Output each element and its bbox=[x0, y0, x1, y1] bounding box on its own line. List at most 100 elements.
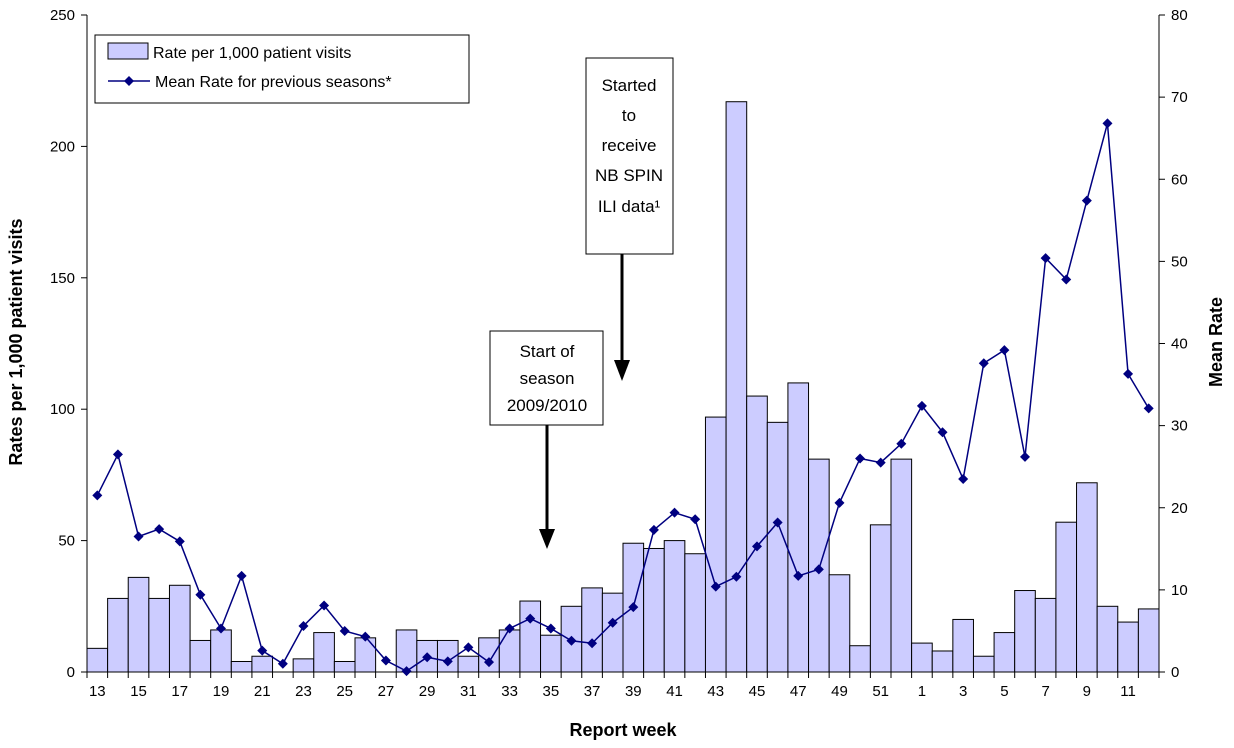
x-tick-label: 1 bbox=[918, 683, 926, 700]
y2-tick-label: 40 bbox=[1171, 336, 1188, 353]
legend-box bbox=[94, 34, 470, 104]
x-tick-label: 39 bbox=[625, 683, 642, 700]
mean-rate-point-week-9 bbox=[1081, 195, 1092, 206]
mean-rate-point-week-2 bbox=[937, 427, 948, 438]
mean-rate-point-week-3 bbox=[958, 474, 969, 485]
mean-rate-point-week-45 bbox=[752, 541, 762, 552]
x-tick-label: 19 bbox=[213, 683, 230, 700]
legend-bar-label: Rate per 1,000 patient visits bbox=[153, 45, 351, 62]
y-tick-label: 0 bbox=[67, 664, 75, 681]
mean-rate-point-week-49 bbox=[834, 497, 845, 508]
x-axis-title: Report week bbox=[569, 720, 677, 740]
x-tick-label: 15 bbox=[130, 683, 147, 700]
mean-rate-point-week-40 bbox=[648, 524, 659, 535]
mean-rate-point-week-26 bbox=[360, 631, 371, 642]
mean-rate-point-week-20 bbox=[236, 570, 247, 581]
x-tick-label: 3 bbox=[959, 683, 967, 700]
bar-week-50 bbox=[849, 645, 871, 673]
mean-rate-point-week-28 bbox=[401, 666, 412, 677]
bar-week-9 bbox=[1076, 482, 1098, 673]
mean-rate-point-week-1 bbox=[916, 400, 927, 411]
mean-rate-point-week-5 bbox=[999, 345, 1010, 356]
y2-tick-label: 50 bbox=[1171, 253, 1188, 270]
bar-week-26 bbox=[354, 637, 377, 673]
bar-week-18 bbox=[189, 639, 212, 673]
mean-rate-point-week-8 bbox=[1061, 274, 1072, 285]
bar-week-38 bbox=[601, 592, 624, 673]
y-tick-label: 150 bbox=[50, 270, 75, 287]
annotation-spin-data-line-3: receive bbox=[602, 136, 657, 155]
mean-rate-point-week-24 bbox=[319, 600, 330, 611]
legend: Rate per 1,000 patient visits Mean Rate … bbox=[94, 34, 470, 104]
x-tick-label: 11 bbox=[1120, 683, 1136, 700]
y2-tick-label: 70 bbox=[1171, 89, 1188, 106]
x-tick-label: 13 bbox=[89, 683, 106, 700]
mean-rate-point-week-15 bbox=[133, 531, 144, 542]
bar-week-51 bbox=[869, 524, 892, 673]
x-tick-label: 31 bbox=[460, 683, 477, 700]
bar-week-41 bbox=[663, 540, 686, 673]
mean-rate-point-week-22 bbox=[277, 658, 288, 669]
bar-week-17 bbox=[168, 584, 191, 673]
mean-rate-point-week-4 bbox=[978, 358, 989, 369]
bar-week-44 bbox=[725, 101, 748, 673]
bar-week-33 bbox=[498, 629, 521, 673]
bar-week-10 bbox=[1096, 605, 1119, 673]
y2-tick-label: 80 bbox=[1171, 7, 1188, 24]
mean-rate-point-week-42 bbox=[690, 514, 701, 525]
y-tick-label: 50 bbox=[58, 533, 75, 550]
mean-rate-point-week-41 bbox=[669, 507, 680, 518]
legend-line-label: Mean Rate for previous seasons* bbox=[155, 74, 392, 91]
mean-rate-point-week-17 bbox=[174, 536, 185, 547]
bar-week-6 bbox=[1014, 590, 1036, 673]
y2-axis-title: Mean Rate bbox=[1206, 297, 1226, 387]
bar-week-49 bbox=[828, 574, 851, 673]
mean-rate-point-week-16 bbox=[154, 524, 165, 535]
mean-rate-point-week-23 bbox=[298, 621, 309, 632]
annotation-season-start-line-3: 2009/2010 bbox=[507, 396, 587, 415]
bar-week-34 bbox=[519, 600, 542, 673]
annotation-season-start-arrow-head-icon bbox=[539, 529, 555, 549]
bar-week-46 bbox=[766, 421, 789, 673]
x-tick-label: 41 bbox=[666, 683, 683, 700]
bar-week-20 bbox=[230, 660, 253, 673]
line-layer bbox=[92, 118, 1154, 677]
mean-rate-point-week-25 bbox=[339, 625, 350, 636]
bar-week-31 bbox=[457, 655, 480, 673]
bar-week-2 bbox=[931, 650, 954, 673]
bar-week-19 bbox=[210, 629, 232, 673]
y2-tick-label: 60 bbox=[1171, 171, 1188, 188]
y2-tick-label: 10 bbox=[1171, 582, 1188, 599]
x-tick-label: 21 bbox=[254, 683, 271, 700]
mean-rate-point-week-21 bbox=[257, 645, 268, 656]
x-tick-label: 29 bbox=[419, 683, 436, 700]
y2-tick-label: 20 bbox=[1171, 500, 1188, 517]
mean-rate-point-week-35 bbox=[545, 623, 556, 634]
bar-week-3 bbox=[952, 618, 974, 673]
mean-rate-point-week-33 bbox=[504, 623, 515, 634]
bar-week-13 bbox=[86, 647, 109, 673]
bar-week-52 bbox=[890, 458, 913, 673]
y2-tick-label: 0 bbox=[1171, 664, 1179, 681]
y-axis-title: Rates per 1,000 patient visits bbox=[6, 218, 26, 465]
mean-rate-point-week-32 bbox=[484, 657, 494, 668]
mean-rate-point-week-38 bbox=[607, 617, 618, 628]
x-tick-label: 27 bbox=[378, 683, 395, 700]
y-tick-label: 200 bbox=[50, 138, 75, 155]
mean-rate-point-week-51 bbox=[875, 457, 886, 468]
x-tick-label: 33 bbox=[501, 683, 518, 700]
x-tick-label: 17 bbox=[171, 683, 188, 700]
mean-rate-point-week-46 bbox=[772, 517, 783, 528]
mean-rate-point-week-37 bbox=[587, 638, 598, 649]
mean-rate-point-week-44 bbox=[731, 571, 742, 582]
x-tick-label: 35 bbox=[543, 683, 560, 700]
x-tick-label: 47 bbox=[790, 683, 807, 700]
bar-week-45 bbox=[746, 395, 768, 673]
mean-rate-point-week-36 bbox=[566, 635, 577, 646]
bar-week-1 bbox=[911, 642, 933, 673]
mean-rate-point-week-30 bbox=[442, 656, 453, 667]
x-tick-label: 37 bbox=[584, 683, 601, 700]
bar-week-11 bbox=[1117, 621, 1139, 673]
